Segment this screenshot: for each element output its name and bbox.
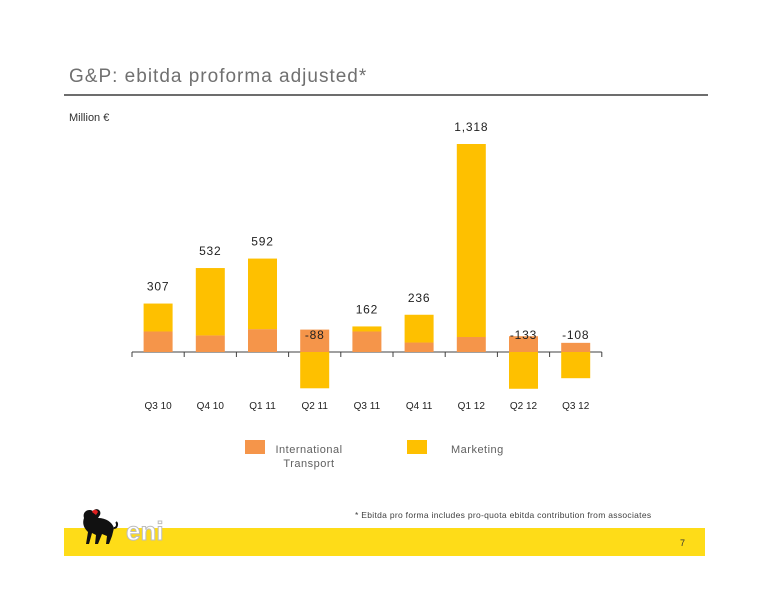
- legend-label-marketing: Marketing: [451, 444, 504, 456]
- legend-swatch-international-transport: [245, 440, 265, 454]
- x-tick-label: Q4 11: [406, 401, 433, 412]
- legend-swatch-marketing: [407, 440, 427, 454]
- legend-label-international-transport: International Transport: [275, 444, 343, 470]
- page-number: 7: [680, 538, 686, 548]
- page-title: G&P: ebitda proforma adjusted*: [69, 66, 368, 87]
- bar-total-label: 307: [147, 280, 169, 294]
- bar-total-label: 532: [199, 244, 221, 258]
- bar-international-transport: [509, 336, 538, 352]
- bar-total-label: 592: [251, 235, 273, 249]
- bar-total-label: -108: [562, 328, 589, 342]
- bar-international-transport: [404, 342, 434, 352]
- bar-total-label: 236: [408, 291, 430, 305]
- bar-marketing: [561, 352, 591, 379]
- eni-logo: eni: [83, 509, 164, 547]
- x-tick-label: Q3 12: [562, 401, 590, 412]
- bar-marketing: [456, 144, 486, 338]
- footer-band: [64, 528, 705, 556]
- bar-international-transport: [352, 331, 382, 352]
- bar-international-transport: [561, 342, 591, 352]
- bar-marketing: [195, 268, 225, 336]
- footnote: * Ebitda pro forma includes pro-quota eb…: [355, 510, 652, 520]
- x-tick-label: Q2 12: [510, 401, 538, 412]
- x-tick-label: Q3 10: [144, 401, 172, 412]
- bar-total-label: -88: [305, 328, 325, 342]
- bar-international-transport: [300, 329, 330, 352]
- bar-international-transport: [456, 337, 486, 352]
- x-tick-label: Q3 11: [354, 401, 381, 412]
- title-divider: [64, 94, 708, 96]
- bar-total-label: -133: [510, 328, 537, 342]
- bar-marketing: [143, 303, 173, 332]
- bar-marketing: [352, 326, 382, 332]
- bar-marketing: [509, 352, 538, 389]
- bar-total-label: 162: [356, 302, 378, 316]
- bar-international-transport: [195, 335, 225, 352]
- unit-label: Million €: [69, 112, 110, 124]
- six-legged-dog-icon: [83, 509, 119, 544]
- bar-marketing: [300, 352, 330, 389]
- bar-marketing: [404, 314, 434, 343]
- x-tick-label: Q1 11: [249, 401, 276, 412]
- eni-wordmark: eni: [126, 516, 164, 546]
- bar-marketing: [248, 258, 277, 330]
- bar-international-transport: [248, 329, 277, 352]
- bar-international-transport: [143, 331, 173, 352]
- x-tick-label: Q2 11: [301, 401, 328, 412]
- x-tick-label: Q4 10: [197, 401, 225, 412]
- bar-total-label: 1,318: [454, 120, 488, 134]
- x-tick-label: Q1 12: [458, 401, 486, 412]
